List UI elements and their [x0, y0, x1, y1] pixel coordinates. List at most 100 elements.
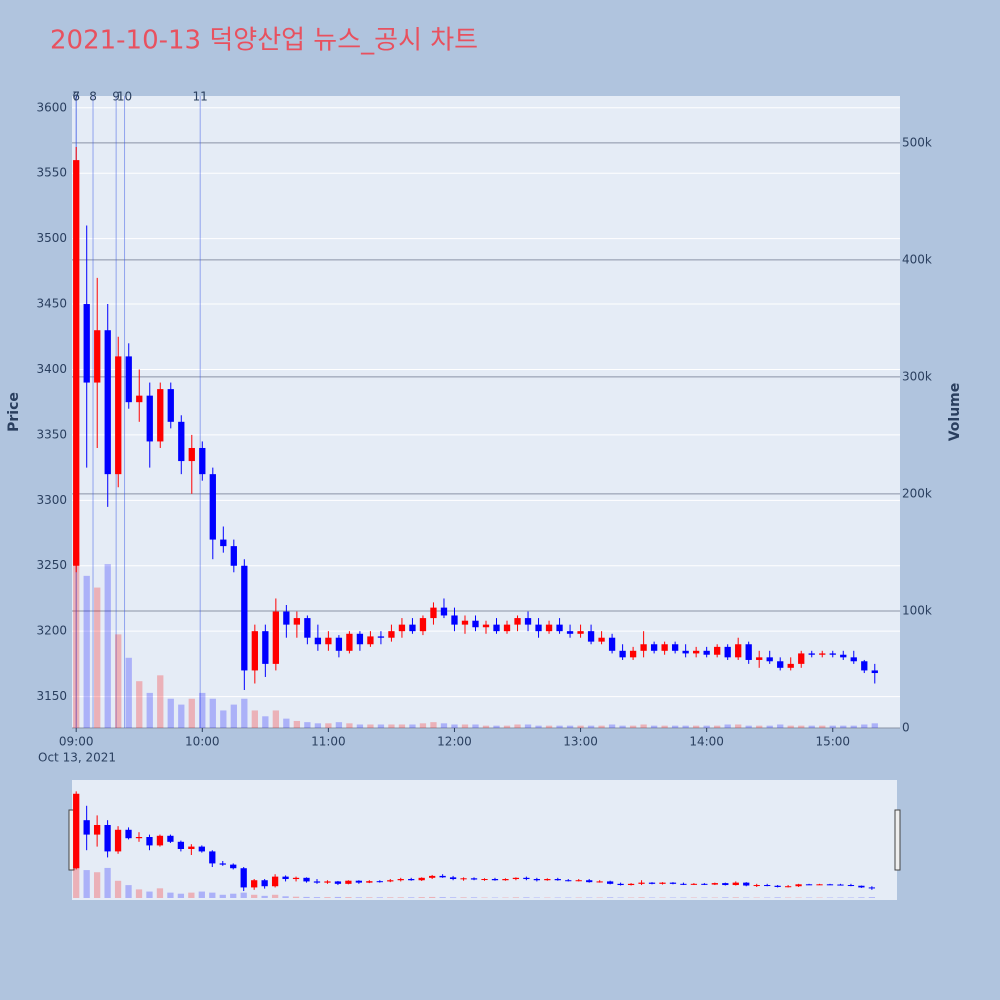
candle-body [808, 653, 815, 655]
candle-body [104, 330, 111, 475]
y2-tick-label: 0 [902, 721, 910, 735]
volume-bar [114, 880, 122, 898]
candle-body [764, 885, 771, 887]
volume-bar [230, 704, 237, 728]
range-slider[interactable] [72, 780, 897, 900]
volume-bar [314, 723, 322, 728]
candle-body [366, 881, 373, 883]
event-label: 6 [72, 90, 80, 104]
volume-bar [461, 724, 469, 728]
x-tick-label: 11:00 [311, 735, 346, 749]
volume-bar [83, 870, 90, 898]
volume-bar [608, 724, 616, 728]
candle-body [367, 636, 374, 645]
volume-bar [861, 724, 868, 728]
volume-bar [606, 897, 614, 898]
volume-bar [313, 897, 321, 898]
candle-body [680, 883, 687, 885]
volume-bar [251, 710, 258, 728]
candle-body [701, 883, 708, 885]
candle-body [554, 879, 561, 881]
candle-body [724, 646, 731, 658]
y-tick-label: 3550 [36, 166, 67, 180]
volume-bar [167, 892, 174, 898]
y-tick-label: 3400 [36, 362, 67, 376]
volume-bar [292, 896, 300, 898]
candle-body [512, 877, 520, 880]
candle-body [156, 835, 164, 846]
volume-bar [271, 894, 279, 898]
volume-bar [587, 725, 595, 728]
volume-bar [146, 692, 153, 728]
candle-body [565, 880, 572, 882]
candle-body [272, 611, 279, 664]
volume-bar [514, 724, 521, 728]
candle-body [493, 624, 500, 632]
volume-bar [73, 552, 80, 728]
volume-bar [808, 725, 815, 728]
candle-body [209, 474, 216, 540]
candle-body [440, 607, 448, 616]
volume-bar [724, 724, 731, 728]
candle-body [292, 877, 300, 880]
candle-body [293, 618, 301, 625]
candle-body [482, 624, 490, 628]
volume-bar [524, 724, 532, 728]
volume-bar [304, 722, 311, 728]
y2-tick-label: 200k [902, 486, 932, 500]
volume-bar [556, 725, 563, 728]
volume-bar [629, 725, 637, 728]
candle-body [397, 879, 404, 881]
candle-body [314, 637, 322, 645]
volume-bar [136, 681, 143, 728]
candle-body [598, 637, 605, 642]
volume-bar [439, 897, 446, 898]
candle-body [575, 880, 582, 882]
volume-bar [777, 724, 784, 728]
volume-bar [135, 889, 143, 898]
volume-bar [638, 897, 645, 898]
candle-body [157, 389, 164, 442]
candle-body [376, 881, 383, 883]
volume-bar [188, 698, 195, 728]
volume-bar [430, 722, 437, 728]
candle-body [816, 884, 823, 886]
volume-bar [840, 725, 847, 728]
candle-body [283, 611, 290, 625]
candle-body [690, 883, 698, 885]
volume-bar [73, 865, 80, 898]
volume-bar [440, 723, 448, 728]
candle-body [703, 650, 710, 655]
candle-body [472, 620, 479, 628]
volume-bar [829, 725, 836, 728]
volume-bar [377, 724, 385, 728]
volume-bar [787, 725, 794, 728]
candle-body [73, 160, 80, 566]
volume-bar [240, 892, 247, 898]
volume-bar [598, 725, 605, 728]
volume-bar [409, 724, 416, 728]
volume-bar [735, 724, 742, 728]
candle-body [784, 886, 792, 888]
candle-body [377, 636, 385, 638]
candle-body [251, 880, 258, 888]
candle-body [241, 565, 248, 671]
candle-body [858, 885, 865, 888]
slider-handle-right[interactable] [894, 809, 901, 871]
candle-body [819, 653, 826, 655]
volume-bar [334, 896, 342, 898]
volume-bar [482, 725, 490, 728]
candle-body [451, 615, 458, 625]
volume-bar [650, 725, 658, 728]
candle-body [419, 618, 427, 632]
candle-body [868, 887, 876, 889]
candle-body [535, 624, 542, 632]
y2-tick-label: 300k [902, 369, 932, 383]
candle-body [198, 846, 205, 852]
volume-bar [324, 897, 331, 898]
x-tick-label: 15:00 [815, 735, 850, 749]
candle-body [251, 631, 258, 671]
candle-body [732, 882, 739, 886]
candle-body [261, 880, 268, 887]
candle-body [83, 820, 90, 835]
